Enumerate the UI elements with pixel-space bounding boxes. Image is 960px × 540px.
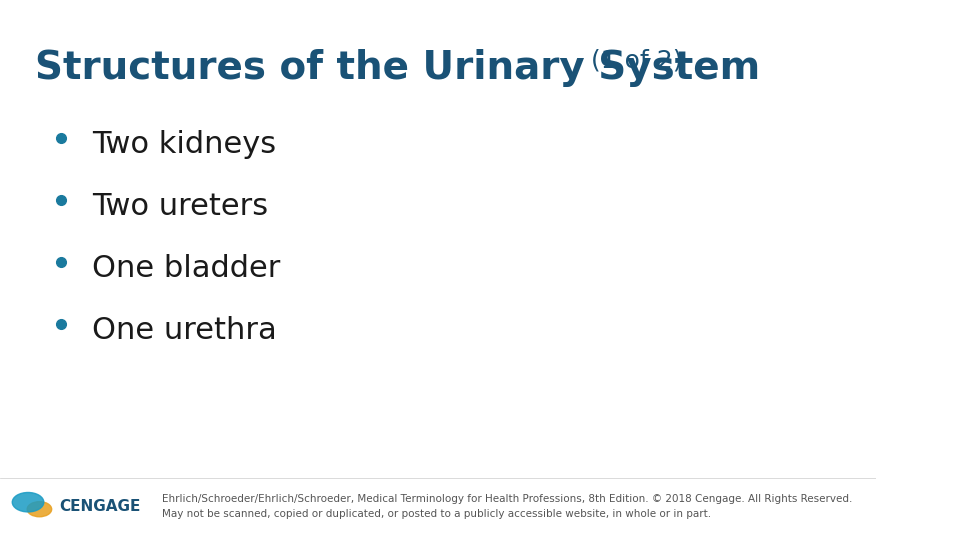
Text: (1 of 2): (1 of 2)	[583, 49, 682, 72]
Text: One bladder: One bladder	[92, 254, 280, 283]
Text: Ehrlich/Schroeder/Ehrlich/Schroeder, Medical Terminology for Health Professions,: Ehrlich/Schroeder/Ehrlich/Schroeder, Med…	[162, 494, 852, 519]
Circle shape	[27, 502, 52, 517]
Text: CENGAGE: CENGAGE	[60, 499, 141, 514]
Text: Two ureters: Two ureters	[92, 192, 268, 221]
Text: One urethra: One urethra	[92, 316, 276, 345]
Circle shape	[12, 492, 44, 512]
Text: Two kidneys: Two kidneys	[92, 130, 276, 159]
Text: Structures of the Urinary System: Structures of the Urinary System	[35, 49, 760, 86]
